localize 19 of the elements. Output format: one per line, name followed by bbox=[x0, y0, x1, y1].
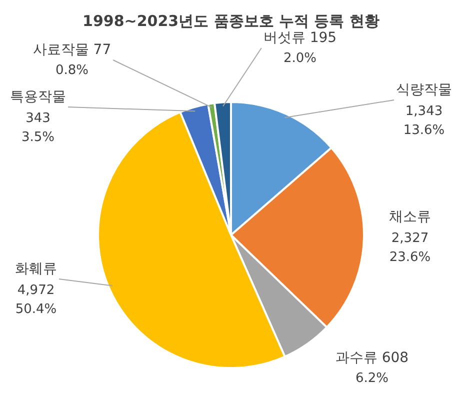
text: 2.0% bbox=[283, 51, 317, 66]
text: 23.6% bbox=[389, 250, 431, 265]
slice-label: 특용작물 bbox=[10, 89, 66, 105]
data-label: 4,972 bbox=[17, 283, 55, 298]
data-label: 1,343 bbox=[405, 104, 443, 119]
data-label: 2,327 bbox=[391, 231, 429, 246]
slice-label: 화훼류 bbox=[15, 261, 57, 277]
slice-label: 과수류 608 bbox=[335, 350, 409, 366]
text: 50.4% bbox=[15, 302, 57, 317]
text: 6.2% bbox=[355, 371, 389, 386]
slice-label: 채소류 bbox=[389, 209, 431, 225]
text: 13.6% bbox=[403, 123, 445, 138]
slice-label: 식량작물 bbox=[396, 82, 452, 98]
chart-title: 1998~2023년도 품종보호 누적 등록 현황 bbox=[82, 12, 380, 30]
text: 3.5% bbox=[21, 130, 55, 145]
slice-label: 버섯류 195 bbox=[263, 30, 337, 46]
data-label: 343 bbox=[26, 111, 50, 126]
text: 0.8% bbox=[55, 63, 89, 78]
slice-label: 사료작물 77 bbox=[32, 42, 112, 58]
